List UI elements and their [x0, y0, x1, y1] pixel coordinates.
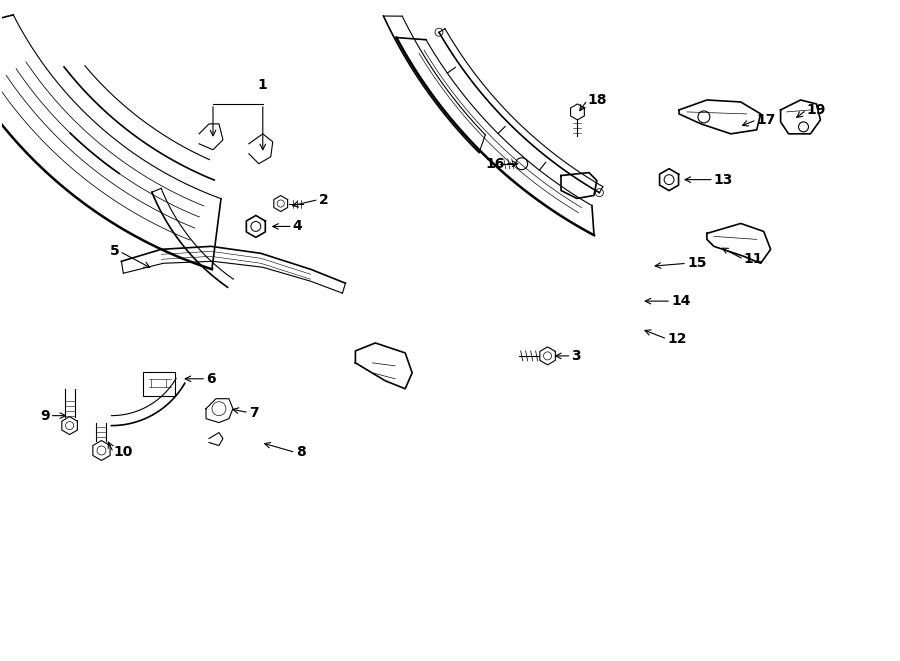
Text: 12: 12 [667, 332, 687, 346]
Text: 3: 3 [572, 349, 581, 363]
Text: 2: 2 [319, 192, 328, 206]
Text: 8: 8 [296, 446, 305, 459]
Text: 5: 5 [110, 245, 120, 258]
Text: 14: 14 [671, 294, 690, 308]
Text: 18: 18 [588, 93, 607, 107]
Text: 6: 6 [206, 371, 216, 386]
Text: 7: 7 [248, 406, 258, 420]
Text: 16: 16 [485, 157, 505, 171]
Text: 4: 4 [292, 219, 302, 233]
Text: 15: 15 [687, 256, 707, 270]
Text: 9: 9 [40, 408, 50, 422]
Text: 19: 19 [806, 103, 826, 117]
Text: 10: 10 [113, 446, 133, 459]
Text: 17: 17 [757, 113, 776, 127]
Text: 11: 11 [743, 253, 763, 266]
Text: 13: 13 [714, 173, 734, 186]
Bar [143, 372, 176, 396]
Text: 1: 1 [258, 78, 267, 92]
